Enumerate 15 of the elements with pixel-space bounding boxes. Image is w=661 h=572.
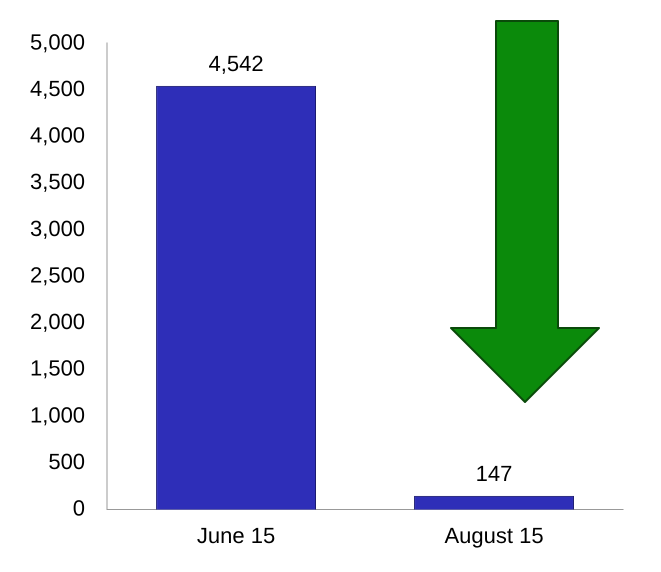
data-label: 147 bbox=[476, 460, 512, 486]
y-tick-label: 3,500 bbox=[30, 169, 86, 194]
data-label: 4,542 bbox=[208, 50, 264, 76]
y-tick-label: 4,500 bbox=[30, 76, 86, 101]
x-tick-label: August 15 bbox=[444, 522, 544, 548]
y-tick-label: 1,500 bbox=[30, 356, 86, 381]
y-tick-label: 3,000 bbox=[30, 216, 86, 241]
y-tick-label: 0 bbox=[72, 496, 86, 521]
y-tick-label: 1,000 bbox=[30, 402, 86, 428]
y-tick-label: 2,500 bbox=[30, 262, 86, 288]
y-tick-label: 5,000 bbox=[30, 29, 86, 54]
y-tick-label: 2,000 bbox=[30, 309, 86, 334]
y-tick-label: 4,000 bbox=[30, 122, 86, 148]
x-tick-label: June 15 bbox=[196, 522, 276, 548]
y-tick-label: 500 bbox=[48, 449, 86, 474]
